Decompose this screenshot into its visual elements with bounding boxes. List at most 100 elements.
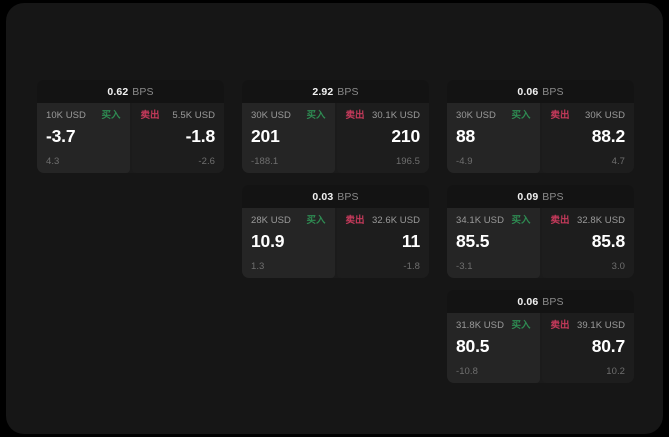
bps-unit-label: BPS [542, 295, 564, 308]
buy-size-label: 10K USD [46, 110, 86, 121]
sell-tag: 卖出 [345, 110, 365, 121]
sell-side-header: 卖出 39.1K USD [551, 320, 626, 332]
sell-tag: 卖出 [550, 215, 570, 226]
card-header: 0.06 BPS [447, 80, 634, 103]
sell-size-label: 32.6K USD [372, 215, 420, 226]
quote-card[interactable]: 0.06 BPS 31.8K USD 买入 80.5 -10.8 卖 [447, 290, 634, 383]
buy-size-label: 28K USD [251, 215, 291, 226]
sell-price: 210 [391, 126, 420, 146]
buy-side[interactable]: 31.8K USD 买入 80.5 -10.8 [447, 313, 540, 383]
sell-price: -1.8 [185, 126, 216, 146]
buy-delta: 4.3 [46, 156, 60, 167]
bps-unit-label: BPS [132, 85, 154, 98]
sell-side-header: 卖出 30.1K USD [346, 110, 421, 122]
buy-price: 201 [251, 126, 280, 146]
quote-card[interactable]: 0.09 BPS 34.1K USD 买入 85.5 -3.1 卖出 [447, 185, 634, 278]
bps-unit-label: BPS [337, 190, 359, 203]
sell-delta: -1.8 [403, 261, 420, 272]
sell-tag: 卖出 [550, 320, 570, 331]
buy-price: 80.5 [456, 336, 490, 356]
buy-side[interactable]: 30K USD 买入 201 -188.1 [242, 103, 335, 173]
sell-side-header: 卖出 32.6K USD [346, 215, 421, 227]
quote-card[interactable]: 0.03 BPS 28K USD 买入 10.9 1.3 卖出 [242, 185, 429, 278]
bps-value: 2.92 [312, 85, 334, 98]
sell-delta: 10.2 [606, 366, 625, 377]
sell-tag: 卖出 [345, 215, 365, 226]
sell-size-label: 39.1K USD [577, 320, 625, 331]
buy-side[interactable]: 30K USD 买入 88 -4.9 [447, 103, 540, 173]
buy-delta: -188.1 [251, 156, 279, 167]
buy-delta: -4.9 [456, 156, 473, 167]
bps-unit-label: BPS [542, 85, 564, 98]
quote-card[interactable]: 2.92 BPS 30K USD 买入 201 -188.1 卖出 [242, 80, 429, 173]
buy-tag: 买入 [511, 110, 531, 121]
bps-unit-label: BPS [337, 85, 359, 98]
sell-tag: 卖出 [140, 110, 160, 121]
sell-side[interactable]: 卖出 30K USD 88.2 4.7 [541, 103, 634, 173]
sell-side[interactable]: 卖出 32.8K USD 85.8 3.0 [541, 208, 634, 278]
buy-delta: -10.8 [456, 366, 478, 377]
bps-value: 0.06 [517, 85, 539, 98]
sell-price: 88.2 [591, 126, 625, 146]
buy-price: -3.7 [46, 126, 76, 146]
sell-size-label: 5.5K USD [172, 110, 215, 121]
buy-tag: 买入 [101, 110, 121, 121]
buy-price: 85.5 [456, 231, 490, 251]
sell-side[interactable]: 卖出 32.6K USD 11 -1.8 [336, 208, 429, 278]
card-header: 2.92 BPS [242, 80, 429, 103]
card-header: 0.06 BPS [447, 290, 634, 313]
sell-price: 11 [401, 231, 420, 251]
buy-side-header: 10K USD 买入 [46, 110, 121, 122]
buy-side-header: 31.8K USD 买入 [456, 320, 531, 332]
card-body: 31.8K USD 买入 80.5 -10.8 卖出 39.1K USD 80.… [447, 313, 634, 383]
quote-card-grid: 0.62 BPS 10K USD 买入 -3.7 4.3 卖出 [37, 80, 639, 390]
bps-value: 0.03 [312, 190, 334, 203]
bps-value: 0.62 [107, 85, 129, 98]
sell-delta: -2.6 [198, 156, 215, 167]
buy-delta: -3.1 [456, 261, 473, 272]
sell-tag: 卖出 [550, 110, 570, 121]
sell-side-header: 卖出 30K USD [551, 110, 626, 122]
sell-delta: 196.5 [395, 156, 420, 167]
buy-side-header: 28K USD 买入 [251, 215, 326, 227]
buy-price: 88 [456, 126, 476, 146]
sell-side[interactable]: 卖出 39.1K USD 80.7 10.2 [541, 313, 634, 383]
buy-size-label: 30K USD [251, 110, 291, 121]
sell-side[interactable]: 卖出 5.5K USD -1.8 -2.6 [131, 103, 224, 173]
buy-delta: 1.3 [251, 261, 265, 272]
buy-side-header: 34.1K USD 买入 [456, 215, 531, 227]
quote-board-panel: 0.62 BPS 10K USD 买入 -3.7 4.3 卖出 [6, 3, 663, 434]
buy-side[interactable]: 34.1K USD 买入 85.5 -3.1 [447, 208, 540, 278]
buy-tag: 买入 [306, 110, 326, 121]
card-body: 10K USD 买入 -3.7 4.3 卖出 5.5K USD -1.8 -2.… [37, 103, 224, 173]
sell-size-label: 32.8K USD [577, 215, 625, 226]
card-body: 28K USD 买入 10.9 1.3 卖出 32.6K USD 11 -1.8 [242, 208, 429, 278]
buy-price: 10.9 [251, 231, 285, 251]
buy-side[interactable]: 28K USD 买入 10.9 1.3 [242, 208, 335, 278]
quote-card[interactable]: 0.06 BPS 30K USD 买入 88 -4.9 卖出 [447, 80, 634, 173]
sell-delta: 3.0 [611, 261, 625, 272]
card-body: 30K USD 买入 201 -188.1 卖出 30.1K USD 210 1… [242, 103, 429, 173]
bps-value: 0.09 [517, 190, 539, 203]
sell-side-header: 卖出 32.8K USD [551, 215, 626, 227]
sell-price: 85.8 [591, 231, 625, 251]
card-body: 30K USD 买入 88 -4.9 卖出 30K USD 88.2 4.7 [447, 103, 634, 173]
bps-value: 0.06 [517, 295, 539, 308]
buy-tag: 买入 [306, 215, 326, 226]
buy-size-label: 31.8K USD [456, 320, 504, 331]
sell-delta: 4.7 [611, 156, 625, 167]
sell-size-label: 30K USD [585, 110, 625, 121]
sell-side[interactable]: 卖出 30.1K USD 210 196.5 [336, 103, 429, 173]
buy-tag: 买入 [511, 215, 531, 226]
buy-size-label: 30K USD [456, 110, 496, 121]
sell-size-label: 30.1K USD [372, 110, 420, 121]
sell-side-header: 卖出 5.5K USD [141, 110, 216, 122]
buy-tag: 买入 [511, 320, 531, 331]
buy-size-label: 34.1K USD [456, 215, 504, 226]
buy-side[interactable]: 10K USD 买入 -3.7 4.3 [37, 103, 130, 173]
sell-price: 80.7 [591, 336, 625, 356]
buy-side-header: 30K USD 买入 [456, 110, 531, 122]
card-header: 0.62 BPS [37, 80, 224, 103]
quote-card[interactable]: 0.62 BPS 10K USD 买入 -3.7 4.3 卖出 [37, 80, 224, 173]
bps-unit-label: BPS [542, 190, 564, 203]
